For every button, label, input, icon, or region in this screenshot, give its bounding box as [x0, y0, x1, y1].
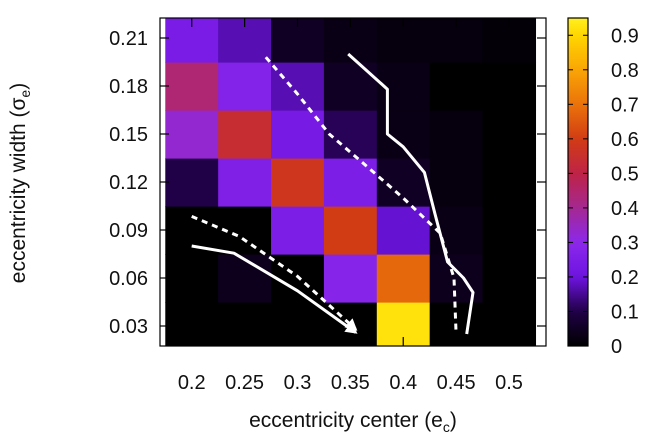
heatmap-cell: [429, 254, 484, 303]
x-tick-label: 0.4: [389, 372, 417, 394]
y-tick-label: 0.21: [109, 28, 148, 50]
x-tick-label: 0.5: [495, 372, 523, 394]
heatmap-cell: [271, 158, 325, 207]
heatmap-cell: [429, 62, 484, 111]
y-tick-label: 0.06: [109, 268, 148, 290]
solid-overlay-curve: [347, 52, 475, 335]
heatmap-cell: [323, 206, 378, 255]
x-axis: 0.2 0.25 0.3 0.35 0.4 0.45 0.5: [178, 18, 523, 394]
heatmap-cell: [483, 0, 536, 15]
colorbar-gradient: [567, 17, 589, 347]
colorbar-tick-label: 0.8: [611, 60, 639, 82]
heatmap-cell: [323, 254, 378, 303]
y-axis-label: eccentricity width (σe): [7, 83, 33, 283]
y-tick-label: 0.03: [109, 316, 148, 338]
heatmap-cell: [271, 0, 324, 15]
heatmap-cell: [271, 206, 325, 255]
heatmap-cell: [323, 158, 378, 207]
colorbar-tick-label: 0.3: [611, 232, 639, 254]
heatmap-cell: [482, 206, 537, 255]
colorbar-tick-label: 0: [611, 336, 622, 358]
heatmap-cell: [429, 158, 484, 207]
x-axis-label: eccentricity center (ec): [249, 409, 457, 435]
heatmap-cell: [429, 110, 484, 159]
heatmap-cell: [271, 62, 325, 111]
heatmap-cell: [165, 62, 219, 111]
heatmap-cell: [482, 254, 537, 303]
heatmap-cell: [218, 158, 272, 207]
y-tick-label: 0.12: [109, 172, 148, 194]
x-tick-label: 0.25: [225, 372, 264, 394]
heatmap-cell: [482, 110, 537, 159]
colorbar-tick-label: 0.1: [611, 301, 639, 323]
colorbar: 0 0.1 0.2 0.3 0.4 0.5 0.6 0.7 0.8 0.9: [567, 17, 639, 358]
dashed-overlay-curve: [264, 56, 458, 335]
x-tick-label: 0.3: [284, 372, 312, 394]
heatmap-cell: [377, 0, 430, 15]
heatmap-cell: [165, 158, 219, 207]
y-axis: 0.03 0.06 0.09 0.12 0.15 0.18 0.21: [109, 28, 546, 338]
heatmap-cell: [376, 206, 431, 255]
heatmap-cell: [218, 254, 272, 303]
dashed-overlay-curve: [191, 215, 358, 331]
heatmap-cell: [218, 110, 272, 159]
x-tick-label: 0.35: [331, 372, 370, 394]
heatmap-cells: [165, 0, 537, 346]
colorbar-tick-label: 0.2: [611, 267, 639, 289]
heatmap-cell: [430, 0, 483, 15]
heatmap-cell: [482, 158, 537, 207]
overlay-curves: [191, 52, 475, 335]
x-tick-label: 0.45: [437, 372, 476, 394]
x-tick-label: 0.2: [178, 372, 206, 394]
y-tick-label: 0.15: [109, 124, 148, 146]
heatmap-cell: [376, 254, 431, 303]
heatmap-cell: [324, 0, 377, 15]
heatmap-cell: [323, 110, 378, 159]
y-tick-label: 0.09: [109, 220, 148, 242]
heatmap-cell: [165, 254, 219, 303]
heatmap-cell: [482, 62, 537, 111]
heatmap-cell: [218, 0, 271, 15]
colorbar-tick-label: 0.7: [611, 94, 639, 116]
heatmap-cell: [323, 62, 378, 111]
colorbar-tick-label: 0.9: [611, 25, 639, 47]
colorbar-tick-label: 0.5: [611, 163, 639, 185]
colorbar-tick-label: 0.6: [611, 129, 639, 151]
heatmap-cell: [218, 62, 272, 111]
colorbar-tick-label: 0.4: [611, 198, 639, 220]
solid-overlay-curve: [191, 244, 358, 334]
y-tick-label: 0.18: [109, 76, 148, 98]
heatmap-cell: [376, 110, 431, 159]
heatmap-cell: [165, 0, 218, 15]
heatmap-cell: [165, 110, 219, 159]
